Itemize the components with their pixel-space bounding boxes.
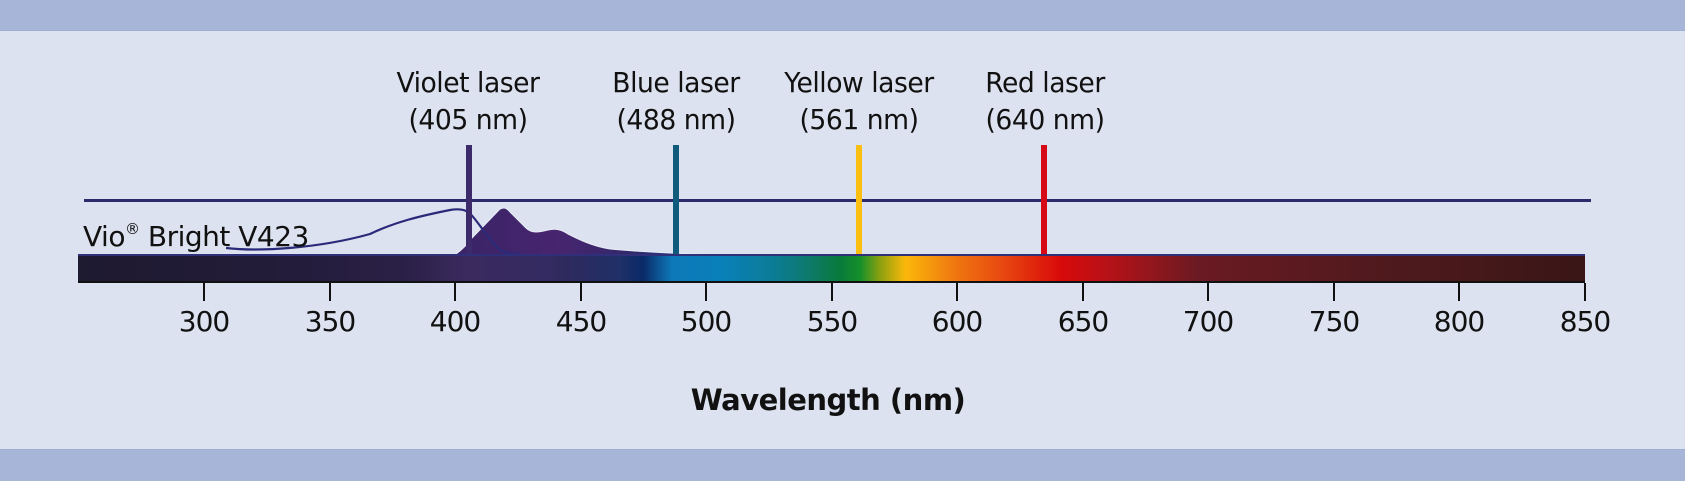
laser-label-violet: Violet laser (405 nm): [354, 64, 582, 138]
tick-label: 500: [680, 305, 732, 338]
tick-850: [1584, 283, 1586, 301]
tick-label: 850: [1559, 305, 1611, 338]
tick-350: [329, 283, 331, 301]
tick-300: [203, 283, 205, 301]
laser-label-red: Red laser (640 nm): [931, 64, 1159, 138]
bottom-band: [0, 449, 1685, 481]
laser-name: Blue laser: [612, 66, 740, 99]
spectrum-colorbar: [78, 254, 1585, 283]
tick-650: [1082, 283, 1084, 301]
tick-label: 300: [178, 305, 230, 338]
laser-wavelength: (640 nm): [985, 103, 1105, 136]
tick-800: [1458, 283, 1460, 301]
tick-label: 450: [555, 305, 607, 338]
tick-700: [1207, 283, 1209, 301]
tick-450: [580, 283, 582, 301]
reference-line: [84, 199, 1591, 202]
top-band: [0, 0, 1685, 31]
tick-label: 650: [1057, 305, 1109, 338]
laser-name: Violet laser: [396, 66, 540, 99]
tick-400: [454, 283, 456, 301]
dye-name-rest: Bright V423: [139, 220, 310, 253]
laser-label-yellow: Yellow laser (561 nm): [745, 64, 973, 138]
violet-laser-line: [466, 145, 472, 254]
tick-label: 800: [1433, 305, 1485, 338]
laser-wavelength: (488 nm): [616, 103, 736, 136]
laser-name: Yellow laser: [784, 66, 934, 99]
tick-label: 700: [1182, 305, 1234, 338]
laser-name: Red laser: [985, 66, 1105, 99]
tick-750: [1333, 283, 1335, 301]
tick-label: 400: [429, 305, 481, 338]
emission-area: [455, 207, 713, 256]
tick-550: [831, 283, 833, 301]
blue-laser-line: [673, 145, 679, 254]
registered-mark: ®: [124, 220, 140, 238]
x-axis-label: Wavelength (nm): [690, 383, 966, 417]
tick-label: 600: [931, 305, 983, 338]
tick-600: [956, 283, 958, 301]
dye-label: Vio® Bright V423: [83, 212, 309, 254]
tick-label: 550: [806, 305, 858, 338]
laser-wavelength: (405 nm): [408, 103, 528, 136]
tick-500: [705, 283, 707, 301]
excitation-curve: [225, 208, 521, 256]
laser-label-blue: Blue laser (488 nm): [562, 64, 790, 138]
red-laser-line: [1041, 145, 1047, 254]
yellow-laser-line: [856, 145, 862, 254]
tick-label: 350: [304, 305, 356, 338]
laser-wavelength: (561 nm): [799, 103, 919, 136]
dye-name: Vio: [83, 220, 125, 253]
tick-label: 750: [1308, 305, 1360, 338]
